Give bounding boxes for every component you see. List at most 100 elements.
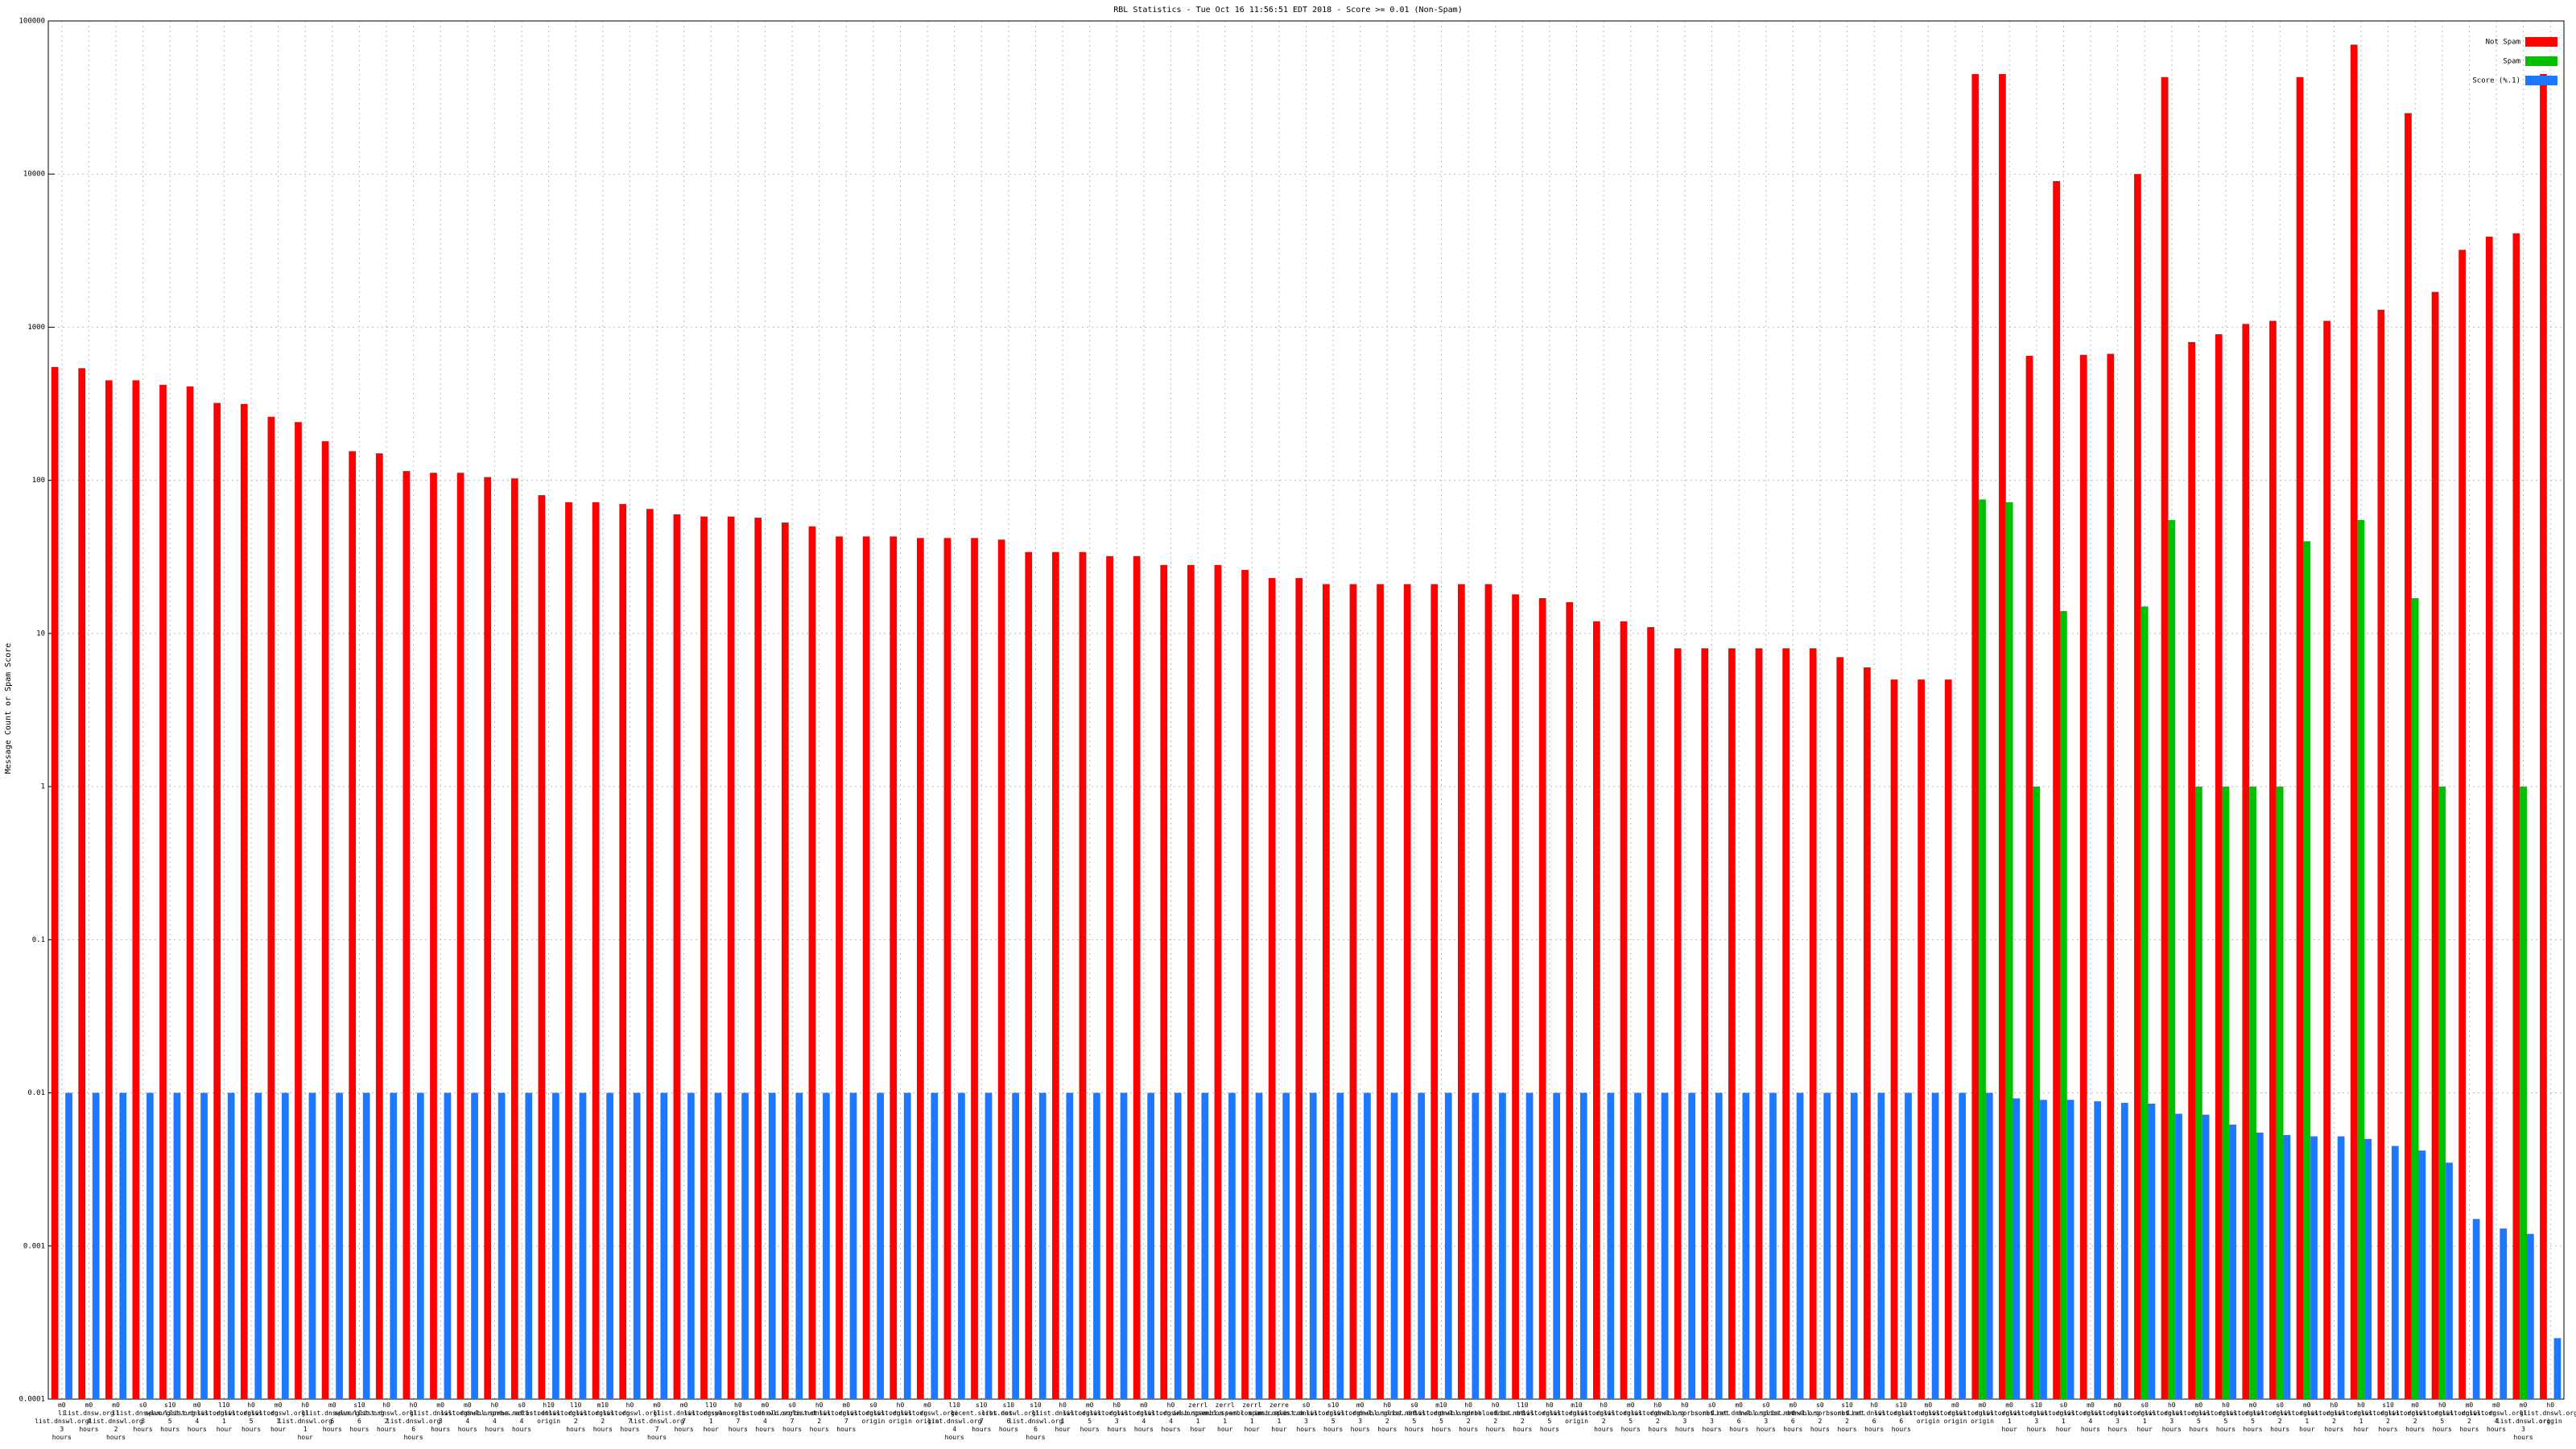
- x-tick-label: m0 list.dnswl.org 7 hours: [819, 1402, 874, 1433]
- x-tick-label-line: m0: [2114, 1402, 2122, 1409]
- x-tick-label-line: l10: [948, 1402, 960, 1409]
- x-tick-label-line: 6: [411, 1426, 415, 1433]
- x-tick-label-line: hours: [1837, 1426, 1856, 1433]
- x-tick-label-line: 6: [1899, 1418, 1903, 1425]
- x-tick-label-line: list.dnswl.org: [359, 1410, 414, 1417]
- x-tick-label-line: list.dnswl.org: [1333, 1410, 1388, 1417]
- x-tick-label: s0 list.dnswl.org 1 hour: [2037, 1402, 2091, 1433]
- x-tick-label-line: li: [58, 1410, 66, 1417]
- bar: [1012, 1092, 1019, 1399]
- x-tick-label-line: list.dnswl.org: [1035, 1410, 1090, 1417]
- bar: [2053, 180, 2060, 1400]
- x-tick-label-line: list.dnswl.org: [2415, 1410, 2470, 1417]
- x-tick-label-line: s10: [1003, 1402, 1015, 1409]
- x-tick-label: s10 spam.list.org 5 hours: [145, 1402, 196, 1433]
- x-tick-label-line: h0: [1113, 1402, 1121, 1409]
- bar: [105, 380, 113, 1399]
- x-tick-label-line: m0: [2303, 1402, 2311, 1409]
- x-tick-label: h10 list.dnswl.org origin: [522, 1402, 576, 1425]
- x-tick-label-line: h0: [1167, 1402, 1175, 1409]
- x-tick-label-line: 4: [87, 1418, 91, 1425]
- x-tick-label: h0 list.dnswl.org 2 hours: [2307, 1402, 2362, 1433]
- bar: [2485, 237, 2493, 1399]
- bar: [1512, 594, 1519, 1399]
- x-tick-label: h0 dnsbl.sorbs.net 2 hours: [1467, 1402, 1525, 1433]
- plot-frame: [47, 20, 2565, 1400]
- x-tick-label-line: hour: [298, 1434, 313, 1441]
- bar: [1864, 667, 1871, 1399]
- bar: [997, 539, 1005, 1400]
- bar: [321, 441, 329, 1399]
- x-tick-label-line: hours: [729, 1426, 748, 1433]
- x-tick-label-line: 1: [1277, 1418, 1281, 1425]
- x-tick-label-line: dnsbl.sorbs.net: [1467, 1410, 1525, 1417]
- bar: [362, 1092, 370, 1399]
- bar: [390, 1092, 398, 1399]
- y-tick-label: 0.0001: [19, 1396, 45, 1404]
- bar: [1282, 1092, 1290, 1399]
- x-tick-label-line: hours: [1621, 1426, 1641, 1433]
- x-tick-label-line: s10: [2031, 1402, 2043, 1409]
- x-tick-label-line: list.dnswl.org: [279, 1418, 333, 1425]
- x-tick-label-line: s0: [788, 1402, 796, 1409]
- bar: [1390, 1092, 1398, 1399]
- x-tick-label: m0 list.dnswl.org 1 hour: [1982, 1402, 2037, 1433]
- bar: [619, 504, 627, 1399]
- chart-title: RBL Statistics - Tue Oct 16 11:56:51 EDT…: [1113, 6, 1462, 14]
- x-tick-label-line: 3: [2034, 1418, 2038, 1425]
- x-tick-label-line: origin: [1971, 1418, 1994, 1425]
- bar: [592, 502, 600, 1399]
- bar: [1782, 648, 1790, 1399]
- bar: [1066, 1092, 1074, 1399]
- x-tick-label-line: h0: [734, 1402, 742, 1409]
- x-tick-label-line: hours: [2108, 1426, 2128, 1433]
- x-tick-label-line: li: [2520, 1410, 2528, 1417]
- bar: [2323, 320, 2331, 1399]
- x-tick-label-line: m0: [1979, 1402, 1987, 1409]
- x-tick-label-line: hours: [2027, 1426, 2046, 1433]
- x-tick-label-line: list.dnswl.org: [1847, 1410, 1901, 1417]
- bar: [227, 1092, 235, 1399]
- x-tick-label-line: 2: [1845, 1418, 1849, 1425]
- x-tick-label: m0 list.dnswl.org 5 hours: [2172, 1402, 2227, 1433]
- x-tick-label: s0 old.sorbs.net 7 hours: [767, 1402, 818, 1433]
- bar: [823, 1092, 830, 1399]
- x-tick-label-line: list.dnswl.org: [846, 1410, 901, 1417]
- x-tick-label-line: s10: [1841, 1402, 1853, 1409]
- x-tick-label-line: h0: [382, 1402, 390, 1409]
- x-tick-label: m0 list.dnswl.org 5 hours: [2226, 1402, 2281, 1433]
- bar: [2391, 1146, 2399, 1399]
- x-tick-label: h0 list.dnswl.org 1 hour: [1035, 1402, 1090, 1433]
- x-tick-label-line: 5: [1412, 1418, 1416, 1425]
- bar: [1484, 584, 1492, 1399]
- x-tick-label-line: origin: [1917, 1418, 1940, 1425]
- x-tick-label-line: 4: [2089, 1418, 2093, 1425]
- bar: [2350, 44, 2358, 1399]
- x-tick-label-line: li: [301, 1410, 309, 1417]
- legend-label: Score (%.1): [2472, 77, 2520, 85]
- x-tick-label-line: hours: [1351, 1426, 1370, 1433]
- x-tick-label-line: list.dnswl.org: [2280, 1410, 2334, 1417]
- x-tick-label-line: m0: [762, 1402, 770, 1409]
- x-tick-label: s0 sorbs.net 3 hours: [1695, 1402, 1730, 1433]
- x-tick-label-line: hours: [1513, 1426, 1532, 1433]
- x-tick-label-line: 2: [114, 1426, 118, 1433]
- bar: [240, 403, 248, 1399]
- x-tick-label-line: list.dnswl.org: [170, 1410, 225, 1417]
- bar: [444, 1092, 452, 1399]
- bar: [2148, 1103, 2156, 1399]
- bar: [1336, 1092, 1344, 1399]
- x-tick-label-line: hours: [2379, 1426, 2398, 1433]
- y-tick-label: 10000: [23, 171, 45, 179]
- x-tick-label-line: 1: [303, 1426, 308, 1433]
- bar: [2188, 341, 2196, 1399]
- bar: [1742, 1092, 1750, 1399]
- x-tick-label-line: hours: [2405, 1426, 2425, 1433]
- x-tick-label-line: 3: [1710, 1418, 1714, 1425]
- x-tick-label-line: hours: [675, 1426, 694, 1433]
- bar: [2337, 1136, 2345, 1399]
- x-tick-label-line: hours: [1377, 1426, 1397, 1433]
- x-tick-label-line: hours: [2514, 1434, 2533, 1441]
- x-tick-label-line: list.dnswl.org: [1576, 1410, 1631, 1417]
- x-tick-label: m10 list.dnswl.org 5 hours: [1414, 1402, 1469, 1433]
